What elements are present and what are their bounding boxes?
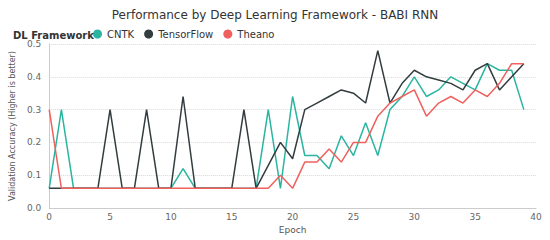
svg-text:35: 35 xyxy=(469,212,480,222)
svg-text:0.0: 0.0 xyxy=(27,203,42,213)
svg-text:Performance by Deep Learning F: Performance by Deep Learning Framework -… xyxy=(112,8,438,22)
svg-text:DL Framework: DL Framework xyxy=(13,30,94,41)
svg-text:5: 5 xyxy=(107,212,113,222)
svg-text:0.2: 0.2 xyxy=(27,137,41,147)
svg-text:Validation Accuracy (Higher is: Validation Accuracy (Higher is better) xyxy=(8,51,17,201)
svg-text:20: 20 xyxy=(287,212,299,222)
svg-text:15: 15 xyxy=(226,212,237,222)
svg-text:40: 40 xyxy=(530,212,542,222)
svg-text:Epoch: Epoch xyxy=(279,225,307,235)
svg-text:TensorFlow: TensorFlow xyxy=(157,29,213,40)
svg-text:30: 30 xyxy=(409,212,421,222)
svg-text:0.5: 0.5 xyxy=(27,39,41,49)
svg-text:0.1: 0.1 xyxy=(27,170,41,180)
svg-text:CNTK: CNTK xyxy=(107,29,135,40)
svg-text:10: 10 xyxy=(165,212,177,222)
svg-text:0.4: 0.4 xyxy=(27,72,42,82)
svg-text:0.3: 0.3 xyxy=(27,105,41,115)
svg-text:0: 0 xyxy=(46,212,52,222)
svg-text:Theano: Theano xyxy=(236,29,274,40)
svg-text:25: 25 xyxy=(348,212,359,222)
